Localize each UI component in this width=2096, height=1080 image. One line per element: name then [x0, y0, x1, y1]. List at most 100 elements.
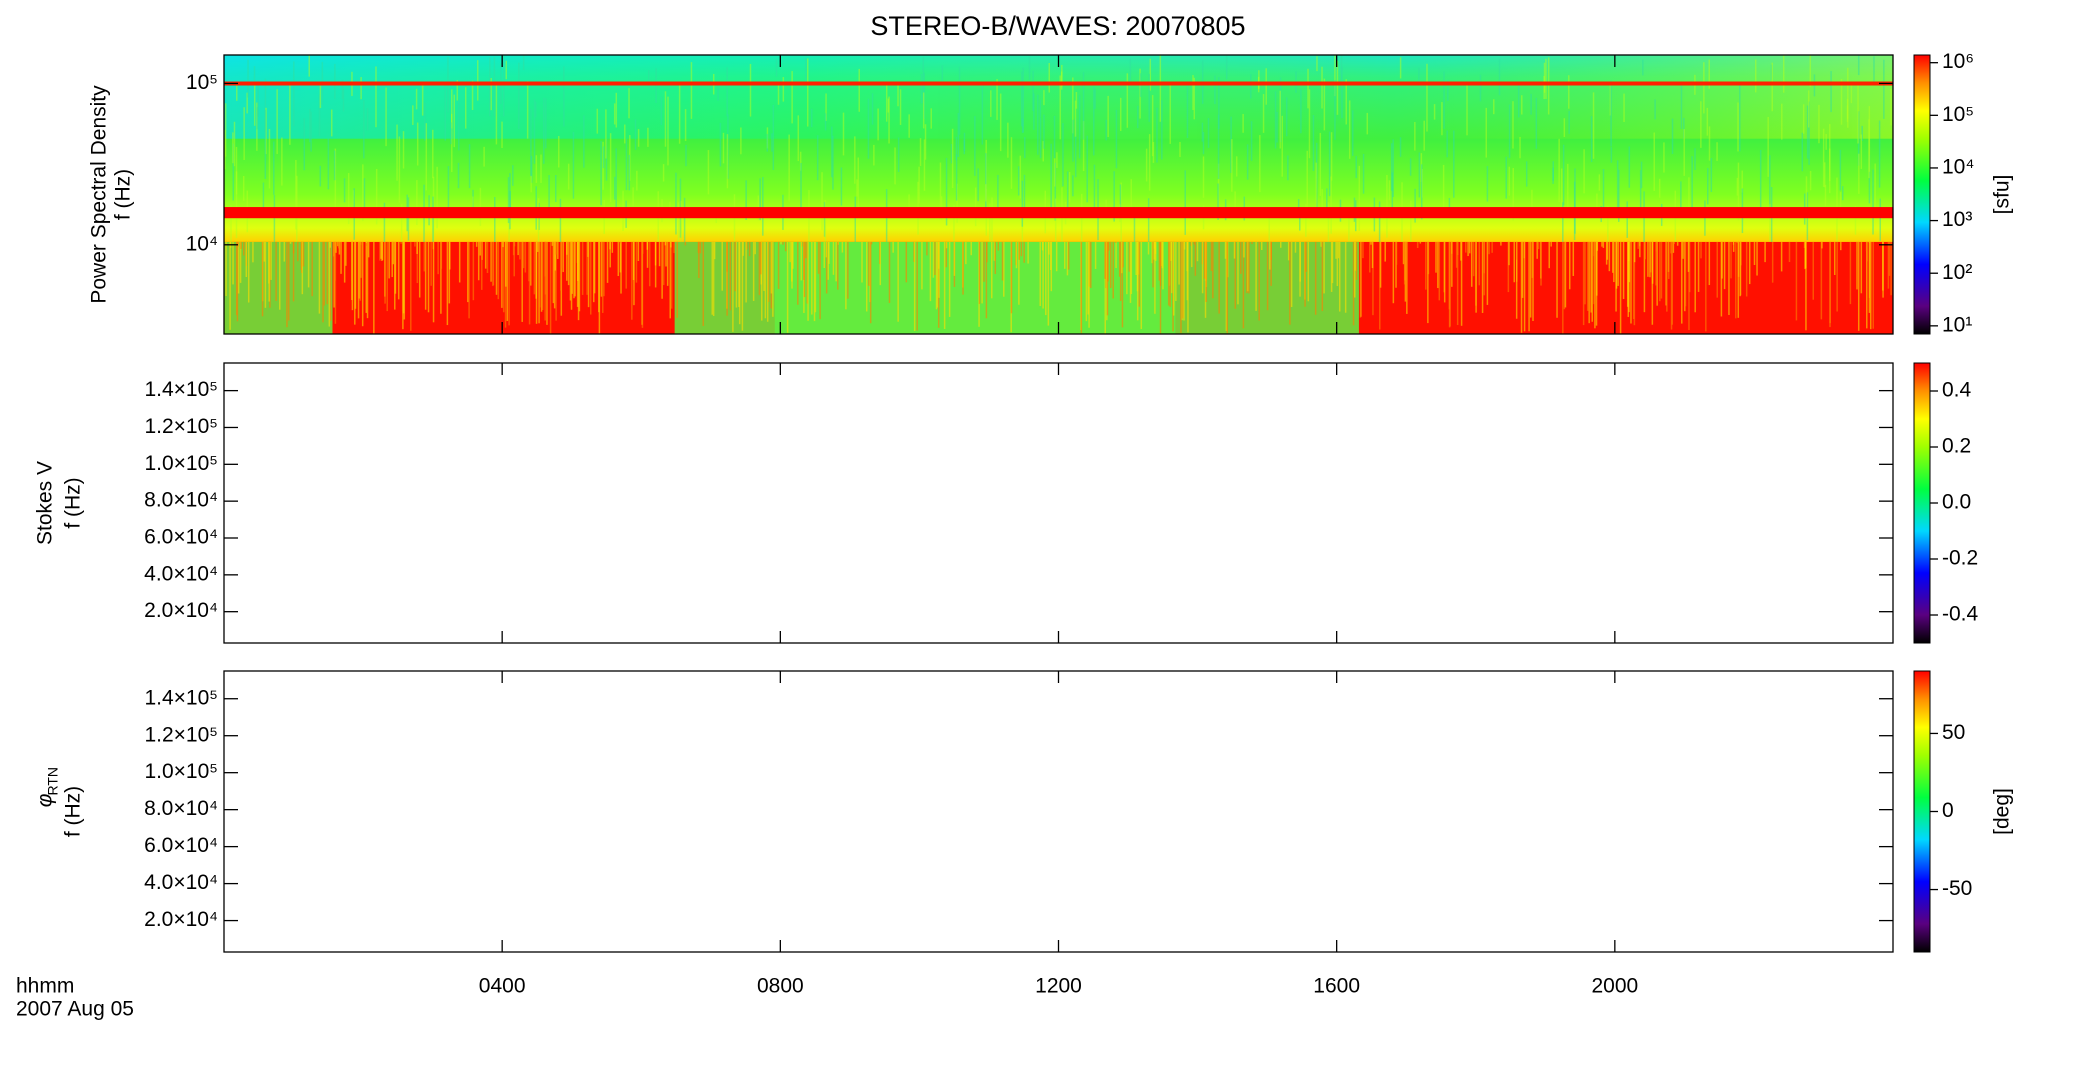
spectrogram-streak [529, 241, 532, 286]
spectrogram-streak [707, 150, 710, 195]
spectrogram-streak [362, 164, 364, 222]
spectrogram-streak [1543, 62, 1546, 93]
spectrogram-streak [1015, 241, 1018, 269]
spectrogram-streak [1352, 241, 1355, 326]
spectrogram-streak [664, 91, 667, 147]
spectrogram-streak [329, 241, 331, 248]
spectrogram-streak [1024, 137, 1026, 159]
spectrogram-streak [1668, 241, 1670, 279]
spectrogram-streak [373, 241, 375, 334]
spectrogram-streak [936, 241, 939, 308]
spectrogram-streak [1362, 153, 1365, 194]
spectrogram-streak [1362, 241, 1364, 259]
spectrogram-streak [1348, 100, 1351, 159]
spectrogram-streak [322, 241, 324, 323]
spectrogram-streak [1737, 102, 1739, 152]
spectrogram-streak [1847, 67, 1849, 128]
chart-title: STEREO-B/WAVES: 20070805 [870, 11, 1245, 41]
spectrogram-streak [394, 241, 397, 294]
spectrogram-streak [303, 118, 306, 171]
spectrogram-streak [762, 176, 764, 236]
spectrogram-streak [333, 150, 336, 181]
spectrogram-streak [803, 241, 806, 298]
y-tick-label: 10⁵ [186, 71, 218, 94]
spectrogram-streak [328, 241, 331, 327]
spectrogram-streak [589, 241, 592, 315]
spectrogram-streak [1352, 110, 1354, 156]
spectrogram-streak [908, 114, 910, 138]
spectrogram-streak [824, 199, 827, 268]
spectrogram-streak [1054, 158, 1056, 187]
spectrogram-streak [1448, 197, 1451, 214]
spectrogram-streak [1299, 241, 1301, 282]
y-tick-label: 1.4×10⁵ [144, 686, 218, 709]
spectrogram-streak [916, 241, 918, 331]
spectrogram-streak [1130, 179, 1132, 219]
spectrogram-streak [1266, 241, 1269, 311]
spectrogram-streak [1147, 198, 1150, 254]
spectrogram-streak [1403, 241, 1406, 285]
spectrogram-streak [824, 113, 827, 131]
spectrogram-streak [489, 57, 491, 117]
spectrogram-streak [1630, 241, 1632, 324]
spectrogram-streak [615, 148, 617, 218]
spectrogram-streak [1824, 184, 1827, 207]
spectrogram-streak [581, 241, 584, 295]
spectrogram-streak [340, 241, 342, 274]
spectrogram-streak [427, 241, 430, 313]
spectrogram-streak [578, 241, 581, 312]
spectrogram-streak [235, 171, 238, 239]
spectrogram-streak [717, 86, 719, 101]
spectrogram-streak [535, 155, 538, 183]
spectrogram-streak [337, 241, 339, 247]
spectrogram-streak [1883, 59, 1885, 119]
spectrogram-streak [1782, 55, 1785, 93]
spectrogram-streak [1391, 172, 1394, 213]
spectrogram-streak [1703, 62, 1705, 114]
spectrogram-streak [1868, 241, 1871, 313]
spectrogram-streak [788, 134, 790, 202]
spectrogram-streak [239, 241, 242, 283]
spectrogram-streak [805, 241, 807, 259]
spectrogram-streak [418, 241, 421, 298]
spectrogram-streak [777, 84, 780, 105]
spectrogram-streak [1841, 186, 1844, 201]
spectrogram-streak [386, 241, 388, 312]
spectrogram-streak [655, 68, 657, 103]
spectrogram-streak [1447, 79, 1449, 101]
spectrogram-streak [577, 241, 580, 321]
spectrogram-streak [698, 241, 700, 279]
spectrogram-streak [530, 108, 532, 177]
spectrogram-streak [600, 241, 603, 297]
spectrogram-streak [1520, 241, 1523, 333]
spectrogram-streak [534, 101, 537, 118]
spectrogram-streak [447, 166, 450, 213]
spectrogram-streak [375, 66, 377, 128]
spectrogram-streak [1268, 207, 1270, 268]
spectrogram-streak [297, 241, 299, 262]
spectrogram-streak [702, 241, 705, 326]
spectrogram-streak [540, 241, 543, 312]
spectrogram-streak [1536, 241, 1538, 259]
spectrogram-streak [1338, 241, 1341, 312]
spectrogram-streak [1745, 241, 1748, 297]
spectrogram-streak [1180, 241, 1182, 333]
spectrogram-streak [726, 67, 728, 117]
spectrogram-streak [1330, 132, 1333, 181]
spectrogram-streak [300, 241, 303, 270]
spectrogram-streak [323, 241, 325, 306]
spectrogram-streak [1528, 241, 1530, 332]
spectrogram-streak [1406, 241, 1408, 314]
spectrogram-streak [1647, 241, 1649, 277]
spectrogram-streak [1032, 70, 1034, 112]
spectrogram-streak [1456, 241, 1459, 255]
spectrogram-streak [662, 164, 665, 182]
spectrogram-streak [748, 241, 751, 257]
spectrogram-streak [897, 137, 900, 172]
spectrogram-streak [1890, 88, 1892, 126]
spectrogram-streak [792, 241, 794, 269]
spectrogram-streak [366, 108, 369, 131]
spectrogram-streak [1633, 241, 1636, 263]
spectrogram-streak [1060, 71, 1063, 90]
spectrogram-streak [1033, 93, 1035, 130]
